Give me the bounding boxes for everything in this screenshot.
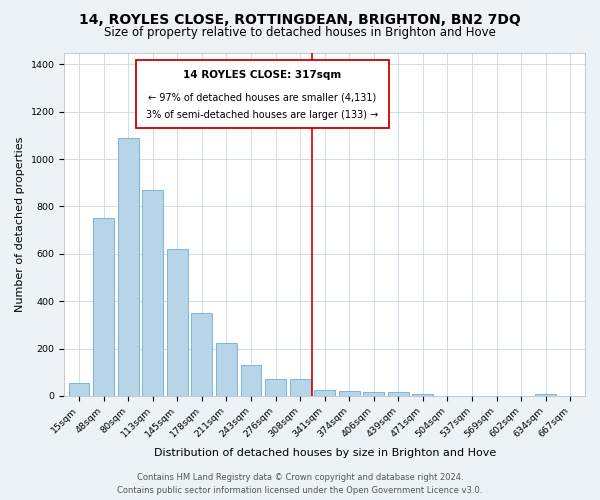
Bar <box>535 394 556 396</box>
Bar <box>68 383 89 396</box>
Bar <box>290 380 311 396</box>
Bar <box>412 394 433 396</box>
Bar <box>339 391 359 396</box>
Bar <box>167 249 188 396</box>
Bar <box>388 392 409 396</box>
Bar <box>216 342 237 396</box>
Bar <box>364 392 384 396</box>
Text: 14 ROYLES CLOSE: 317sqm: 14 ROYLES CLOSE: 317sqm <box>183 70 341 80</box>
Bar <box>191 313 212 396</box>
Bar <box>93 218 114 396</box>
Text: ← 97% of detached houses are smaller (4,131): ← 97% of detached houses are smaller (4,… <box>148 92 376 102</box>
Bar <box>142 190 163 396</box>
Bar <box>314 390 335 396</box>
FancyBboxPatch shape <box>136 60 389 128</box>
Bar <box>241 365 262 396</box>
Text: Size of property relative to detached houses in Brighton and Hove: Size of property relative to detached ho… <box>104 26 496 39</box>
Text: 14, ROYLES CLOSE, ROTTINGDEAN, BRIGHTON, BN2 7DQ: 14, ROYLES CLOSE, ROTTINGDEAN, BRIGHTON,… <box>79 12 521 26</box>
Y-axis label: Number of detached properties: Number of detached properties <box>15 136 25 312</box>
Text: 3% of semi-detached houses are larger (133) →: 3% of semi-detached houses are larger (1… <box>146 110 378 120</box>
Bar <box>265 380 286 396</box>
Bar <box>118 138 139 396</box>
Text: Contains HM Land Registry data © Crown copyright and database right 2024.
Contai: Contains HM Land Registry data © Crown c… <box>118 474 482 495</box>
X-axis label: Distribution of detached houses by size in Brighton and Hove: Distribution of detached houses by size … <box>154 448 496 458</box>
